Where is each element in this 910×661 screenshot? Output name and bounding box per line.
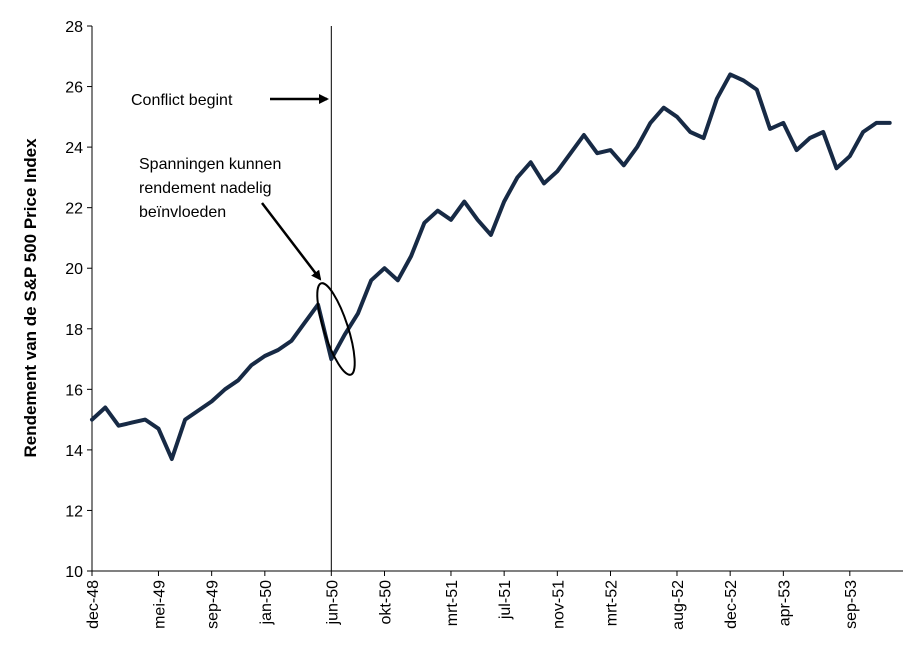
x-tick-label: apr-53 bbox=[776, 580, 793, 626]
x-tick-label: jul-51 bbox=[497, 580, 514, 620]
y-tick-label: 16 bbox=[65, 382, 83, 399]
tension-annotation-line-3: beïnvloeden bbox=[139, 204, 226, 221]
y-tick-label: 26 bbox=[65, 80, 83, 97]
conflict-annotation: Conflict begint bbox=[131, 92, 233, 109]
y-tick-label: 28 bbox=[65, 19, 83, 36]
x-tick-label: jun-50 bbox=[324, 580, 341, 626]
series-line bbox=[90, 72, 892, 461]
y-tick-label: 24 bbox=[65, 140, 83, 157]
tension-annotation-line-1: Spanningen kunnen bbox=[139, 156, 281, 173]
x-tick-label: aug-52 bbox=[670, 580, 687, 630]
x-tick-label: sep-49 bbox=[205, 580, 222, 629]
x-ticks: dec-48 mei-49 sep-49 jan-50 jun-50 okt-50 mrt-… bbox=[85, 571, 860, 630]
x-tick-label: okt-50 bbox=[377, 580, 394, 625]
x-tick-label: dec-52 bbox=[723, 580, 740, 629]
y-ticks: 10 12 14 16 18 20 22 24 26 28 bbox=[65, 19, 92, 581]
x-tick-label: mrt-51 bbox=[444, 580, 461, 626]
x-tick-label: jan-50 bbox=[258, 580, 275, 626]
y-axis-title: Rendement van de S&P 500 Price Index bbox=[21, 138, 40, 458]
x-tick-label: nov-51 bbox=[550, 580, 567, 629]
x-tick-label: sep-53 bbox=[843, 580, 860, 629]
tension-arrow bbox=[261, 202, 322, 281]
x-tick-label: dec-48 bbox=[85, 580, 102, 629]
tension-annotation-line-2: rendement nadelig bbox=[139, 180, 272, 197]
y-tick-label: 14 bbox=[65, 443, 83, 460]
x-tick-label: mrt-52 bbox=[604, 580, 621, 626]
tension-ellipse bbox=[316, 282, 356, 376]
y-tick-label: 20 bbox=[65, 261, 83, 278]
y-tick-label: 12 bbox=[65, 503, 83, 520]
y-tick-label: 18 bbox=[65, 322, 83, 339]
y-tick-label: 22 bbox=[65, 201, 83, 218]
x-tick-label: mei-49 bbox=[151, 580, 168, 629]
y-tick-label: 10 bbox=[65, 564, 83, 581]
